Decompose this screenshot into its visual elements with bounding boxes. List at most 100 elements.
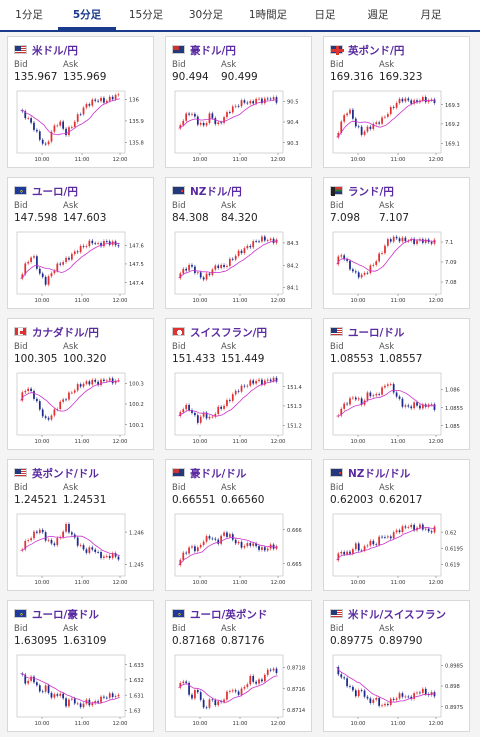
mini-chart[interactable]: 136 135.9 135.8 10:00 11:00 12:00 — [14, 89, 149, 165]
candle — [407, 405, 410, 407]
mini-chart[interactable]: 1.633 1.632 1.631 1.63 10:00 11:00 12:00 — [14, 653, 149, 729]
candle — [255, 381, 257, 384]
pair-name[interactable]: 英ポンド/円 — [348, 45, 405, 57]
tab-3[interactable]: 30分足 — [188, 9, 224, 21]
pair-name[interactable]: 米ドル/円 — [32, 45, 78, 57]
tab-6[interactable]: 週足 — [367, 9, 389, 21]
ask-value: 0.89790 — [379, 635, 423, 647]
mini-chart[interactable]: 0.62 0.6195 0.619 10:00 11:00 12:00 — [330, 512, 465, 588]
mini-chart[interactable]: 0.8985 0.898 0.8975 10:00 11:00 12:00 — [330, 653, 465, 729]
rate-card[interactable]: カナダドル/円 Bid Ask 100.305 100.320 100.3 100.2 100… — [7, 318, 154, 450]
pair-name[interactable]: 豪ドル/円 — [190, 45, 236, 57]
candle — [261, 236, 263, 242]
pair-name[interactable]: ユーロ/ドル — [348, 327, 405, 339]
candle — [108, 378, 111, 381]
bid-label: Bid — [330, 483, 344, 493]
rate-card[interactable]: ユーロ/円 Bid Ask 147.598 147.603 147.6 147.5 147.4… — [7, 177, 154, 309]
candle — [53, 270, 56, 274]
candle — [266, 548, 269, 551]
candle — [252, 241, 255, 248]
mini-chart[interactable]: 169.3 169.2 169.1 10:00 11:00 12:00 — [330, 89, 465, 165]
candle — [395, 392, 398, 397]
pair-name[interactable]: ユーロ/円 — [32, 186, 78, 198]
candle — [392, 698, 395, 700]
candle — [430, 531, 433, 533]
pair-name[interactable]: 米ドル/スイスフラン — [348, 609, 447, 621]
pair-name[interactable]: 英ポンド/ドル — [32, 468, 99, 480]
rate-card[interactable]: 豪ドル/ドル Bid Ask 0.66551 0.66560 0.666 0.665 10:0… — [165, 459, 312, 591]
candle — [214, 118, 217, 124]
rate-card[interactable]: NZドル/ドル Bid Ask 0.62003 0.62017 0.62 0.6195 0.6… — [323, 459, 470, 591]
tab-5[interactable]: 日足 — [314, 9, 336, 21]
candle — [369, 698, 372, 703]
tab-7[interactable]: 月足 — [420, 9, 442, 21]
candle — [226, 265, 228, 267]
pair-name[interactable]: ユーロ/英ポンド — [190, 609, 268, 621]
pair-name[interactable]: NZドル/ドル — [348, 468, 411, 480]
pair-name[interactable]: NZドル/円 — [190, 186, 242, 198]
candle — [194, 546, 196, 552]
mini-chart[interactable]: 100.3 100.2 100.1 10:00 11:00 12:00 — [14, 371, 149, 447]
plot-frame — [174, 654, 284, 718]
candle — [261, 547, 263, 550]
rate-card[interactable]: NZドル/円 Bid Ask 84.308 84.320 84.3 84.2 84.1 10:0… — [165, 177, 312, 309]
rate-card[interactable]: ランド/円 Bid Ask 7.098 7.107 7.1 7.09 7.08 10:00 11:… — [323, 177, 470, 309]
mini-chart[interactable]: 90.5 90.4 90.3 10:00 11:00 12:00 — [172, 89, 307, 165]
candle — [263, 98, 266, 104]
candle — [47, 417, 50, 420]
ask-value: 84.320 — [221, 212, 258, 224]
mini-chart[interactable]: 151.4 151.3 151.2 10:00 11:00 12:00 — [172, 371, 307, 447]
rate-card[interactable]: 米ドル/スイスフラン Bid Ask 0.89775 0.89790 0.8985 0.89… — [323, 600, 470, 732]
candle — [97, 551, 99, 553]
ask-value: 100.320 — [63, 353, 107, 365]
rate-card[interactable]: 英ポンド/ドル Bid Ask 1.24521 1.24531 1.246 1.245 10:… — [7, 459, 154, 591]
candle — [73, 251, 76, 254]
mini-chart[interactable]: 1.086 1.0855 1.085 10:00 11:00 12:00 — [330, 371, 465, 447]
rate-card[interactable]: ユーロ/豪ドル Bid Ask 1.63095 1.63109 1.633 1.632 1.6… — [7, 600, 154, 732]
plot-frame — [174, 372, 284, 436]
mini-chart[interactable]: 1.246 1.245 10:00 11:00 12:00 — [14, 512, 149, 588]
mini-chart[interactable]: 0.8718 0.8716 0.8714 10:00 11:00 12:00 — [172, 653, 307, 729]
mini-chart[interactable]: 7.1 7.09 7.08 10:00 11:00 12:00 — [330, 230, 465, 306]
mini-chart[interactable]: 84.3 84.2 84.1 10:00 11:00 12:00 — [172, 230, 307, 306]
rate-card[interactable]: スイスフラン/円 Bid Ask 151.433 151.449 151.4 151.3 15… — [165, 318, 312, 450]
candle — [427, 100, 430, 103]
rate-card[interactable]: 英ポンド/円 Bid Ask 169.316 169.323 169.3 169.2 169.… — [323, 36, 470, 168]
mini-chart[interactable]: 147.6 147.5 147.4 10:00 11:00 12:00 — [14, 230, 149, 306]
mini-chart[interactable]: 0.666 0.665 10:00 11:00 12:00 — [172, 512, 307, 588]
candle — [217, 701, 220, 706]
candle — [369, 265, 372, 273]
x-tick-label: 11:00 — [391, 157, 406, 163]
pair-name[interactable]: ランド/円 — [348, 186, 394, 198]
candle — [68, 392, 70, 400]
ask-label: Ask — [63, 60, 79, 70]
rate-card[interactable]: 米ドル/円 Bid Ask 135.967 135.969 136 135.9 135.8 10… — [7, 36, 154, 168]
rate-card[interactable]: ユーロ/英ポンド Bid Ask 0.87168 0.87176 0.8718 0.8716… — [165, 600, 312, 732]
candle — [378, 536, 381, 545]
rate-card[interactable]: 豪ドル/円 Bid Ask 90.494 90.499 90.5 90.4 90.3 10:00… — [165, 36, 312, 168]
candle — [100, 379, 102, 386]
candle — [24, 540, 27, 550]
pair-name[interactable]: スイスフラン/円 — [190, 327, 268, 339]
tab-4[interactable]: 1時間足 — [248, 9, 288, 21]
candle — [424, 688, 427, 695]
x-tick-label: 10:00 — [351, 439, 366, 445]
pair-name[interactable]: 豪ドル/ドル — [190, 468, 247, 480]
moving-average-line — [20, 535, 120, 557]
candle — [62, 399, 65, 402]
candle — [340, 674, 343, 678]
tab-1[interactable]: 5分足 — [58, 0, 116, 30]
candle — [85, 104, 88, 108]
candle — [261, 98, 263, 104]
candle — [79, 245, 82, 253]
y-tick-label: 0.619 — [445, 563, 460, 569]
pair-name[interactable]: ユーロ/豪ドル — [32, 609, 99, 621]
tab-2[interactable]: 15分足 — [128, 9, 164, 21]
candle — [266, 379, 269, 381]
rate-card[interactable]: ユーロ/ドル Bid Ask 1.08553 1.08557 1.086 1.0855 1.0… — [323, 318, 470, 450]
ask-value: 169.323 — [379, 71, 423, 83]
candle — [354, 543, 357, 550]
candle — [249, 101, 252, 104]
pair-name[interactable]: カナダドル/円 — [32, 327, 99, 339]
tab-0[interactable]: 1分足 — [15, 9, 43, 21]
